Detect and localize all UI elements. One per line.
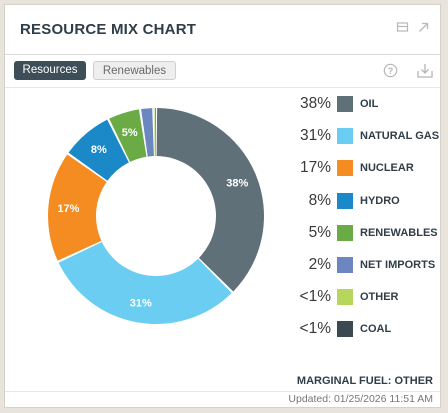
legend-value: <1%: [299, 320, 331, 338]
legend-value: 8%: [308, 191, 331, 209]
legend-item-natural-gas[interactable]: 31% NATURAL GAS: [285, 126, 440, 146]
donut-slice-net-imports[interactable]: [141, 108, 154, 157]
donut-label-hydro: 8%: [91, 144, 107, 156]
resource-donut-chart: 38% 31% 17% 8% 5%: [47, 108, 265, 324]
donut-label-oil: 38%: [226, 177, 248, 189]
expand-icon[interactable]: [417, 21, 431, 35]
legend-value: 38%: [299, 95, 331, 112]
donut-slice-hydro[interactable]: [68, 119, 129, 181]
legend-item-other[interactable]: <1% OTHER: [285, 287, 440, 307]
legend-swatch: [337, 160, 353, 177]
legend-value: 31%: [299, 127, 331, 145]
legend-label: NATURAL GAS: [360, 130, 440, 143]
resource-mix-card: RESOURCE MIX CHART Resources Renewables …: [4, 4, 441, 408]
legend-value: 17%: [299, 159, 331, 177]
updated-timestamp: Updated: 01/25/2026 11:51 AM: [288, 393, 433, 405]
toolbar-divider: [5, 87, 440, 88]
legend-swatch: [337, 192, 353, 209]
tab-renewables[interactable]: Renewables: [93, 61, 176, 80]
footer-divider: [5, 391, 440, 392]
donut-label-nuclear: 17%: [57, 203, 79, 215]
card-header: RESOURCE MIX CHART: [5, 5, 440, 55]
legend-swatch: [337, 257, 353, 273]
donut-slice-nuclear[interactable]: [47, 154, 107, 261]
legend-label: NUCLEAR: [360, 162, 414, 175]
legend-item-renewables[interactable]: 5% RENEWABLES: [285, 223, 440, 243]
donut-slice-oil[interactable]: [156, 108, 265, 292]
legend-swatch: [337, 321, 353, 338]
legend-swatch: [337, 96, 353, 112]
svg-text:?: ?: [388, 66, 394, 76]
legend-label: RENEWABLES: [360, 226, 438, 239]
donut-slice-coal[interactable]: [154, 108, 156, 157]
marginal-fuel-label: MARGINAL FUEL: OTHER: [296, 375, 433, 387]
legend-label: OTHER: [360, 291, 399, 304]
legend-item-oil[interactable]: 38% OIL: [285, 94, 440, 114]
legend-value: 5%: [308, 223, 331, 241]
tab-resources[interactable]: Resources: [14, 61, 86, 80]
donut-slice-natural-gas[interactable]: [58, 241, 232, 324]
legend-value: 2%: [308, 256, 331, 273]
help-icon[interactable]: ?: [383, 63, 398, 83]
legend-swatch: [337, 224, 353, 241]
donut-label-renewables: 5%: [122, 127, 138, 139]
donut-label-natural-gas: 31%: [130, 298, 152, 310]
legend-swatch: [337, 128, 353, 145]
legend-label: OIL: [360, 98, 379, 110]
legend-item-coal[interactable]: <1% COAL: [285, 319, 440, 339]
card-title: RESOURCE MIX CHART: [20, 21, 197, 38]
legend-label: NET IMPORTS: [360, 259, 436, 271]
donut-slice-other[interactable]: [153, 108, 156, 157]
legend-label: HYDRO: [360, 194, 400, 207]
legend-item-nuclear[interactable]: 17% NUCLEAR: [285, 158, 440, 178]
legend-value: <1%: [299, 288, 331, 306]
minimize-icon[interactable]: [396, 21, 410, 35]
legend-label: COAL: [360, 323, 392, 336]
legend-swatch: [337, 289, 353, 306]
legend-item-hydro[interactable]: 8% HYDRO: [285, 191, 440, 211]
download-icon[interactable]: [416, 62, 434, 84]
legend-item-net-imports[interactable]: 2% NET IMPORTS: [285, 255, 440, 275]
donut-slice-renewables[interactable]: [109, 109, 147, 162]
